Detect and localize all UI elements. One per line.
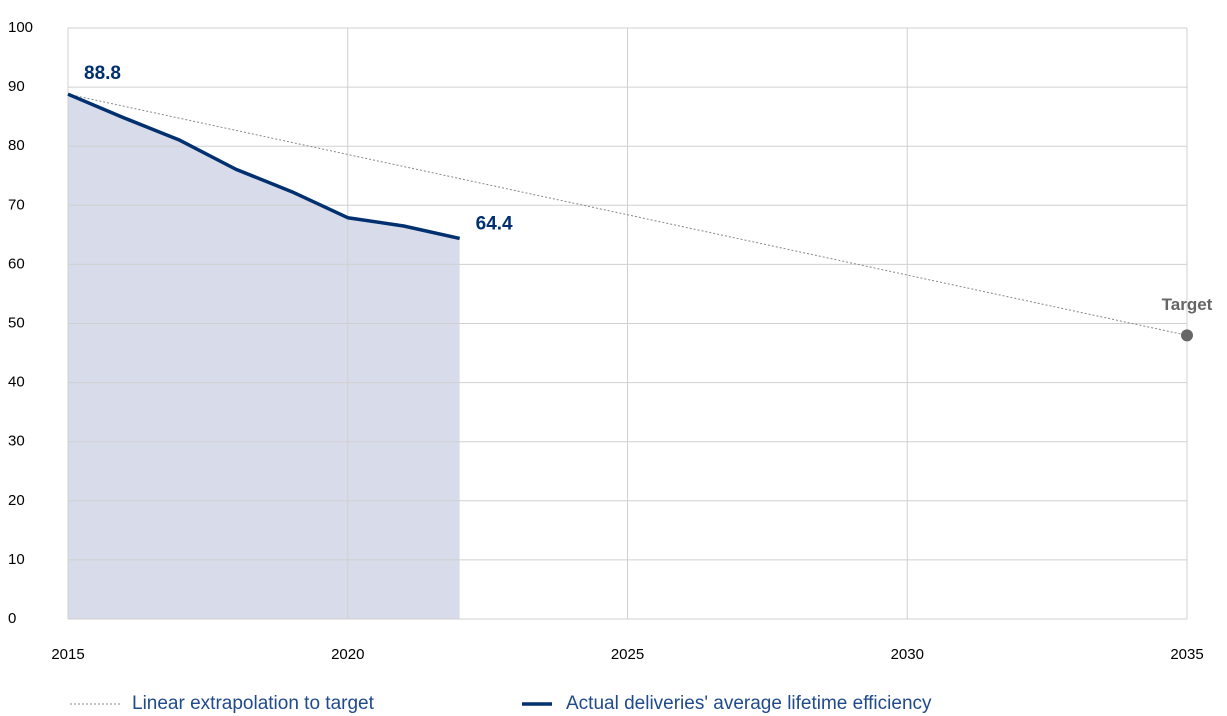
y-tick-label: 10 (8, 551, 25, 568)
y-tick-label: 70 (8, 196, 25, 213)
x-tick-label: 2035 (1170, 646, 1203, 663)
y-tick-label: 30 (8, 433, 25, 450)
x-tick-label: 2015 (51, 646, 84, 663)
data-label: 64.4 (476, 213, 513, 234)
y-tick-label: 60 (8, 255, 25, 272)
data-label: 88.8 (84, 63, 121, 84)
y-tick-label: 90 (8, 78, 25, 95)
y-tick-label: 40 (8, 374, 25, 391)
y-tick-label: 80 (8, 137, 25, 154)
extrapolation-line (67, 93, 1188, 336)
y-tick-label: 50 (8, 314, 25, 331)
y-tick-label: 20 (8, 492, 25, 509)
target-label: Target (1162, 295, 1213, 314)
y-tick-label: 0 (8, 610, 16, 627)
x-tick-label: 2030 (891, 646, 924, 663)
legend-label: Actual deliveries' average lifetime effi… (566, 693, 932, 714)
x-tick-label: 2025 (611, 646, 644, 663)
legend-label: Linear extrapolation to target (132, 693, 375, 714)
y-tick-label: 100 (8, 19, 33, 36)
area (68, 94, 460, 619)
target-point (1181, 329, 1193, 342)
x-tick-label: 2020 (331, 646, 364, 663)
line (67, 92, 461, 241)
